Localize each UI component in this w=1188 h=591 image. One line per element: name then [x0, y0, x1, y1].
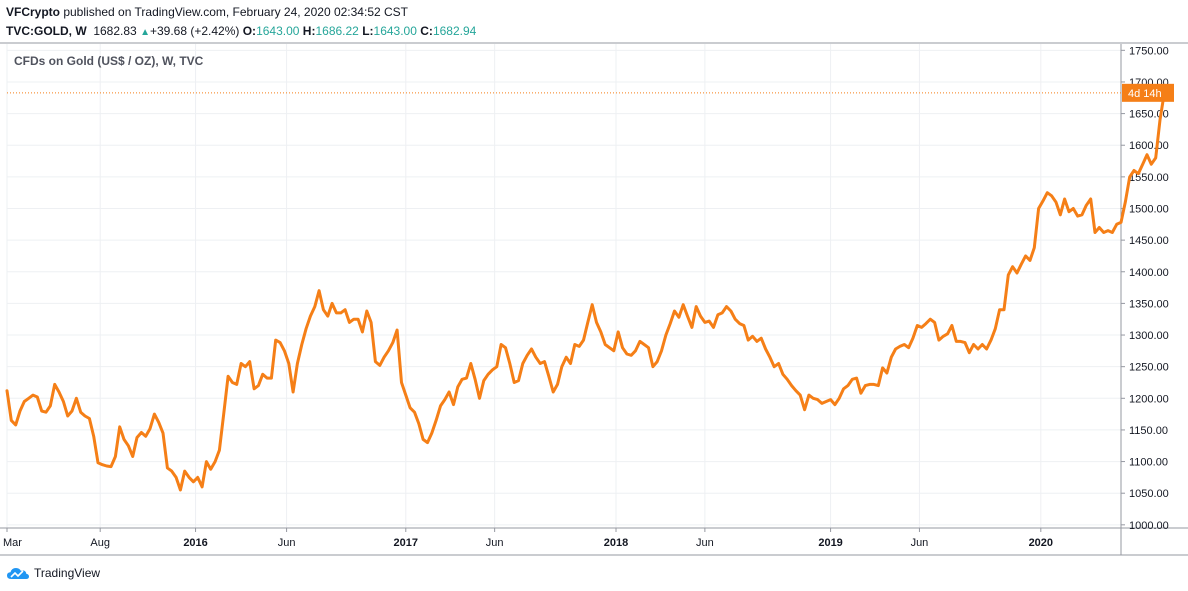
y-tick-label: 1450.00 — [1129, 235, 1169, 247]
countdown-label: 4d 14h — [1128, 88, 1162, 100]
low-label: L: — [362, 24, 374, 38]
last-price: 1682.83 — [93, 24, 137, 38]
x-tick-label: Jun — [911, 537, 929, 549]
published-text: published on TradingView.com, February 2… — [60, 5, 408, 19]
low-value: 1643.00 — [373, 24, 417, 38]
y-tick-label: 1100.00 — [1129, 457, 1168, 469]
y-tick-label: 1750.00 — [1129, 45, 1169, 57]
price-change: +39.68 (+2.42%) — [149, 24, 240, 38]
x-tick-label: 2018 — [604, 537, 628, 549]
y-tick-label: 1550.00 — [1129, 172, 1169, 184]
y-tick-label: 1400.00 — [1129, 267, 1169, 279]
close-value: 1682.94 — [432, 24, 477, 38]
grid — [6, 44, 1121, 528]
x-tick-label: Mar — [3, 537, 22, 549]
y-tick-label: 1200.00 — [1129, 393, 1169, 405]
publish-info: VFCrypto published on TradingView.com, F… — [6, 3, 476, 22]
y-tick-label: 1650.00 — [1129, 109, 1169, 121]
x-tick-label: 2019 — [818, 537, 842, 549]
y-tick-label: 1050.00 — [1129, 488, 1169, 500]
open-value: 1643.00 — [256, 24, 300, 38]
tradingview-cloud-icon — [7, 568, 29, 579]
x-tick-label: 2017 — [394, 537, 418, 549]
x-tick-label: Jun — [696, 537, 714, 549]
x-tick-label: Jun — [278, 537, 296, 549]
publisher-name[interactable]: VFCrypto — [6, 5, 60, 19]
y-tick-label: 1000.00 — [1129, 520, 1169, 532]
open-label: O: — [242, 24, 257, 38]
price-axis[interactable]: 1000.00 1050.00 1100.00 1150.00 1200.00 1250.… — [1121, 45, 1169, 532]
x-tick-label: 2020 — [1029, 537, 1053, 549]
y-tick-label: 1350.00 — [1129, 298, 1169, 310]
footer: TradingView — [6, 563, 100, 583]
high-value: 1686.22 — [315, 24, 359, 38]
y-tick-label: 1600.00 — [1129, 140, 1169, 152]
x-tick-label: Aug — [90, 537, 110, 549]
chart-title: CFDs on Gold (US$ / OZ), W, TVC — [14, 54, 204, 68]
y-tick-label: 1300.00 — [1129, 330, 1169, 342]
time-axis[interactable]: Mar Aug 2016 Jun 2017 Jun 2018 Jun 2019 Jun 2020 — [3, 528, 1053, 549]
gold-price-line — [5, 91, 1166, 492]
high-label: H: — [302, 24, 316, 38]
chart-header: VFCrypto published on TradingView.com, F… — [6, 3, 476, 42]
y-tick-label: 1150.00 — [1129, 425, 1168, 437]
x-tick-label: Jun — [486, 537, 504, 549]
chart-frame — [0, 42, 1188, 556]
up-arrow-icon: ▲ — [140, 27, 150, 38]
y-tick-label: 1500.00 — [1129, 203, 1169, 215]
tradingview-brand[interactable]: TradingView — [34, 566, 101, 580]
close-label: C: — [420, 24, 433, 38]
x-tick-label: 2016 — [183, 537, 207, 549]
symbol-label[interactable]: TVC:GOLD, W — [6, 24, 87, 38]
last-price-label-bg — [1122, 83, 1174, 102]
last-price-label: 4d 14h — [1122, 83, 1174, 102]
y-tick-label: 1250.00 — [1129, 362, 1169, 374]
ohlc-legend: TVC:GOLD, W 1682.83 ▲+39.68 (+2.42%) O:1… — [6, 22, 476, 42]
